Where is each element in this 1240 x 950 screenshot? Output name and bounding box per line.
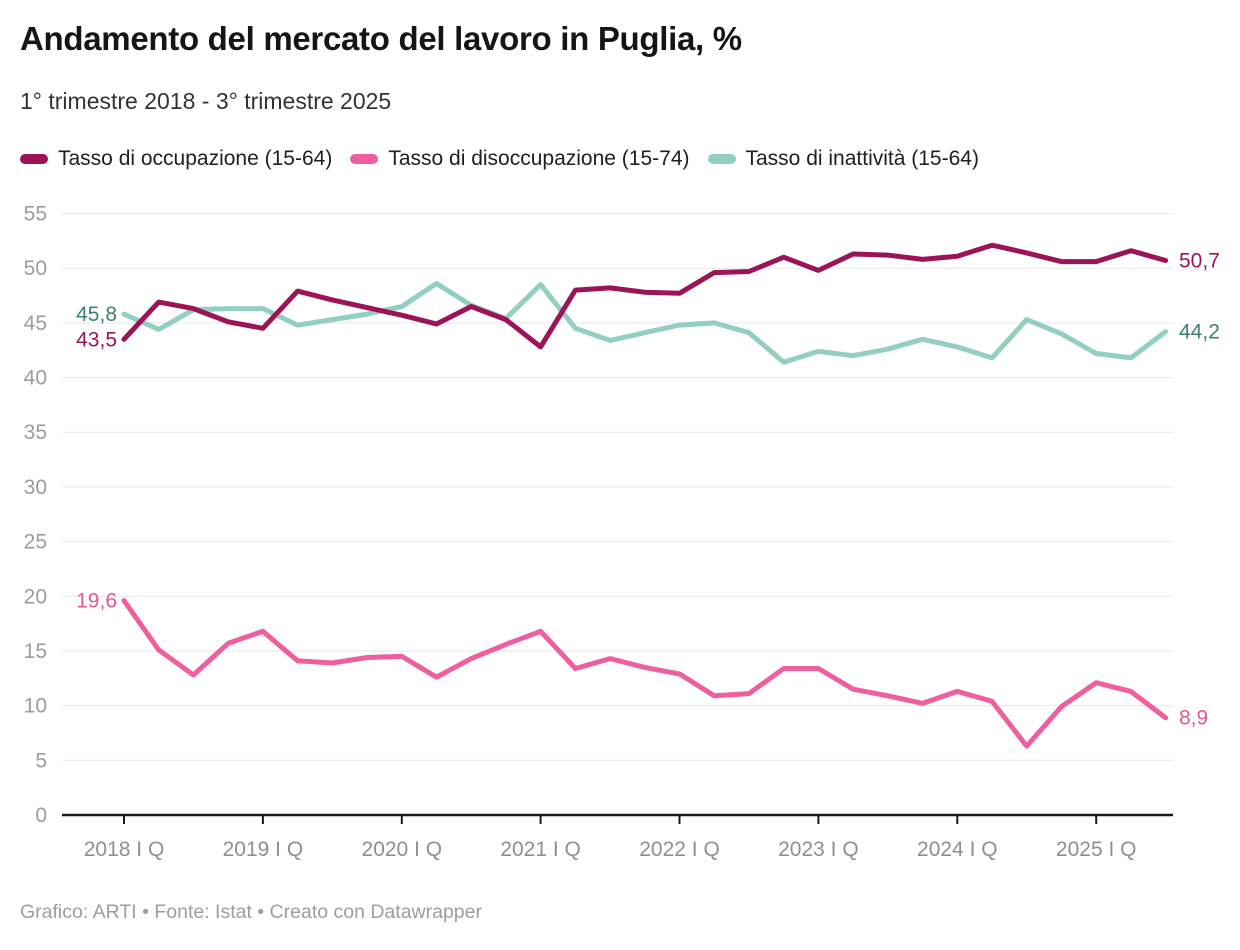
x-axis-label-2021: 2021 I Q <box>500 838 581 861</box>
legend-item-inattivita: Tasso di inattività (15-64) <box>707 147 979 171</box>
series-line-inattivita <box>121 281 1169 365</box>
x-axis-label-2020: 2020 I Q <box>362 838 443 861</box>
x-axis-label-2019: 2019 I Q <box>223 838 304 861</box>
value-label-end-occupazione: 50,7 <box>1179 250 1220 273</box>
x-axis-label-2025: 2025 I Q <box>1056 838 1137 861</box>
legend-item-occupazione: Tasso di occupazione (15-64) <box>20 147 332 171</box>
y-axis-label-45: 45 <box>24 312 47 335</box>
y-axis-label-25: 25 <box>24 531 47 554</box>
y-axis-label-55: 55 <box>24 203 47 226</box>
series-line-disoccupazione <box>121 598 1169 749</box>
legend-label-disoccupazione: Tasso di disoccupazione (15-74) <box>388 147 690 170</box>
value-label-start-inattivita: 45,8 <box>76 303 117 326</box>
y-axis-label-40: 40 <box>24 367 47 390</box>
value-label-start-occupazione: 43,5 <box>76 328 117 351</box>
y-axis-label-0: 0 <box>35 804 47 827</box>
legend-swatch-disoccupazione <box>350 154 379 164</box>
x-axis-label-2018: 2018 I Q <box>84 838 165 861</box>
y-axis-label-35: 35 <box>24 421 47 444</box>
value-label-end-disoccupazione: 8,9 <box>1179 707 1208 730</box>
legend: Tasso di occupazione (15-64) Tasso di di… <box>20 147 979 171</box>
legend-swatch-occupazione <box>20 154 48 164</box>
value-label-end-inattivita: 44,2 <box>1179 321 1220 344</box>
y-axis-label-15: 15 <box>24 640 47 663</box>
series-line-occupazione <box>121 242 1169 350</box>
y-axis-label-5: 5 <box>35 749 47 772</box>
y-axis-label-20: 20 <box>24 585 47 608</box>
value-label-start-disoccupazione: 19,6 <box>76 590 117 613</box>
x-axis-label-2022: 2022 I Q <box>639 838 720 861</box>
y-axis-label-10: 10 <box>24 695 47 718</box>
y-axis-label-50: 50 <box>24 257 47 280</box>
x-axis-label-2023: 2023 I Q <box>778 838 859 861</box>
x-axis-label-2024: 2024 I Q <box>917 838 998 861</box>
chart-title: Andamento del mercato del lavoro in Pugl… <box>20 20 742 57</box>
legend-label-inattivita: Tasso di inattività (15-64) <box>745 147 979 170</box>
legend-label-occupazione: Tasso di occupazione (15-64) <box>58 147 333 170</box>
chart-credits: Grafico: ARTI • Fonte: Istat • Creato co… <box>20 901 482 923</box>
y-axis-label-30: 30 <box>24 476 47 499</box>
chart-subtitle: 1° trimestre 2018 - 3° trimestre 2025 <box>20 88 392 114</box>
legend-item-disoccupazione: Tasso di disoccupazione (15-74) <box>350 147 690 171</box>
legend-swatch-inattivita <box>707 154 736 164</box>
